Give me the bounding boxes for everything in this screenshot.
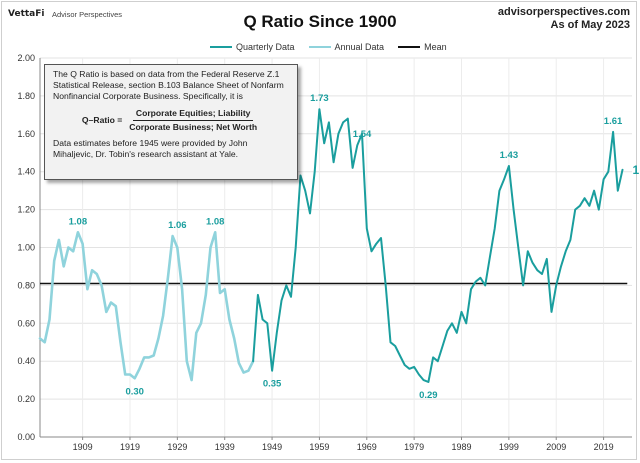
legend-swatch-annual	[308, 46, 331, 48]
y-tick-label: 1.60	[17, 129, 35, 139]
formula-fraction: Corporate Equities; Liability Corporate …	[126, 108, 260, 133]
x-tick-label: 1979	[404, 442, 424, 452]
legend-item-mean: Mean	[398, 42, 447, 52]
peak-trough-label: 1.73	[310, 93, 329, 104]
legend-label-annual: Annual Data	[334, 42, 385, 52]
x-tick-label: 2019	[594, 442, 614, 452]
legend-swatch-quarterly	[210, 46, 232, 48]
y-tick-label: 0.80	[17, 280, 35, 290]
y-tick-labels: 0.00 0.20 0.40 0.60 0.80 1.00 1.20 1.40 1.60 1.80…	[17, 53, 35, 442]
y-tick-label: 1.20	[17, 205, 35, 215]
peak-trough-label: 1.43	[500, 150, 519, 161]
formula-lhs: Q–Ratio =	[81, 114, 123, 125]
peak-trough-label: 1.08	[206, 216, 225, 227]
x-tick-label: 1969	[357, 442, 377, 452]
peak-trough-label: 0.35	[263, 379, 282, 390]
y-tick-label: 1.80	[17, 91, 35, 101]
legend-item-quarterly: Quarterly Data	[210, 42, 295, 52]
legend: Quarterly Data Annual Data Mean	[210, 40, 447, 54]
x-tick-label: 1999	[499, 442, 519, 452]
formula-numerator: Corporate Equities; Liability	[132, 108, 254, 121]
x-tick-label: 1939	[215, 442, 235, 452]
y-tick-label: 0.40	[17, 356, 35, 366]
brand-logo: VettaFi	[8, 9, 45, 19]
peak-trough-label: 1.06	[168, 220, 187, 231]
x-tick-labels: 1909 1919 1929 1939 1949 1959 1969 1979 1989 1999…	[73, 442, 614, 452]
y-tick-label: 1.40	[17, 167, 35, 177]
as-of-date: As of May 2023	[550, 19, 630, 31]
chart-title: Q Ratio Since 1900	[243, 12, 397, 31]
legend-label-quarterly: Quarterly Data	[236, 42, 295, 52]
x-tick-label: 1909	[73, 442, 93, 452]
x-tick-label: 1959	[309, 442, 329, 452]
y-tick-label: 0.00	[17, 432, 35, 442]
legend-label-mean: Mean	[424, 42, 447, 52]
brand-subtitle: Advisor Perspectives	[52, 10, 123, 19]
x-tick-label: 2009	[546, 442, 566, 452]
x-tick-label: 1989	[451, 442, 471, 452]
x-tick-label: 1949	[262, 442, 282, 452]
annual-data-line	[38, 231, 255, 382]
methodology-note: The Q Ratio is based on data from the Fe…	[44, 64, 298, 180]
site-info: advisorperspectives.com As of May 2023	[498, 6, 630, 32]
note-paragraph-2: Data estimates before 1945 were provided…	[53, 138, 248, 160]
peak-trough-label: 1.08	[69, 216, 88, 227]
site-url: advisorperspectives.com	[497, 6, 630, 18]
series-lines	[38, 108, 624, 383]
y-tick-label: 1.00	[17, 243, 35, 253]
last-value-label: 1.41	[633, 163, 640, 177]
x-tick-label: 1929	[167, 442, 187, 452]
y-tick-label: 0.20	[17, 394, 35, 404]
q-ratio-formula: Q–Ratio = Corporate Equities; Liability …	[53, 108, 289, 133]
y-tick-label: 2.00	[17, 53, 35, 63]
axes	[39, 58, 632, 440]
y-tick-label: 0.60	[17, 318, 35, 328]
formula-denominator: Corporate Business; Net Worth	[129, 121, 258, 132]
peak-trough-label: 0.29	[419, 390, 438, 401]
peak-trough-label: 0.30	[125, 386, 144, 397]
peak-trough-label: 1.61	[604, 116, 623, 127]
x-tick-label: 1919	[120, 442, 140, 452]
grid	[40, 57, 632, 438]
quarterly-data-line	[252, 108, 624, 383]
annotations: 1.08 0.30 1.06 1.08 0.35 1.73 1.54 0.29 1.43 1.61…	[69, 93, 640, 401]
legend-swatch-mean	[398, 46, 421, 48]
legend-item-annual: Annual Data	[308, 42, 385, 52]
peak-trough-label: 1.54	[353, 129, 372, 140]
note-paragraph-1: The Q Ratio is based on data from the Fe…	[53, 69, 284, 102]
